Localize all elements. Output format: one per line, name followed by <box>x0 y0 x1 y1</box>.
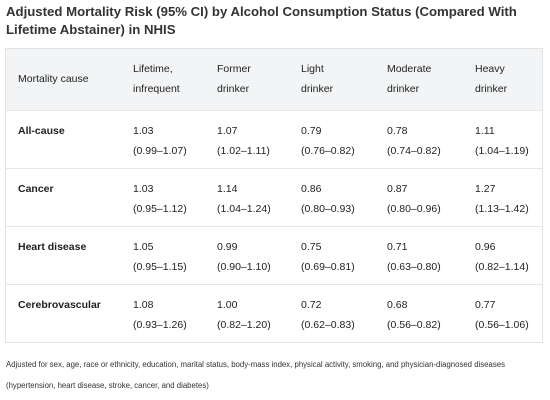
risk-ci: (0.56–0.82) <box>387 318 441 331</box>
risk-value: 1.08 <box>133 298 154 311</box>
risk-ci: (0.82–1.20) <box>217 318 271 331</box>
risk-ci: (1.13–1.42) <box>475 202 529 215</box>
column-header-line: Moderate <box>387 63 432 76</box>
column-header-line: Former <box>217 63 251 76</box>
risk-ci: (1.04–1.19) <box>475 144 529 157</box>
risk-cell: 1.27 (1.13–1.42) <box>461 168 542 226</box>
risk-ci: (0.99–1.07) <box>133 144 187 157</box>
risk-value: 0.72 <box>301 298 322 311</box>
mortality-table-container: Mortality cause Lifetime, infrequent For… <box>5 48 543 343</box>
risk-cell: 0.71 (0.63–0.80) <box>373 226 461 284</box>
column-header-line: drinker <box>217 83 250 96</box>
table-row: Heart disease 1.05 (0.95–1.15) 0.99 (0.90–… <box>6 226 542 284</box>
risk-cell: 0.86 (0.80–0.93) <box>287 168 373 226</box>
risk-cell: 1.03 (0.95–1.12) <box>119 168 203 226</box>
risk-cell: 0.72 (0.62–0.83) <box>287 284 373 342</box>
risk-cell: 1.07 (1.02–1.11) <box>203 110 287 168</box>
header-row: Mortality cause Lifetime, infrequent For… <box>6 49 542 110</box>
mortality-cause-cell: Cerebrovascular <box>18 298 101 311</box>
risk-ci: (0.95–1.12) <box>133 202 187 215</box>
risk-value: 1.14 <box>217 182 238 195</box>
column-header-line: Light <box>301 63 324 76</box>
column-header-lifetime-infrequent: Lifetime, infrequent <box>119 49 203 110</box>
column-header-moderate-drinker: Moderate drinker <box>373 49 461 110</box>
column-header-line: drinker <box>475 83 508 96</box>
table-footnote: Adjusted for sex, age, race or ethnicity… <box>6 360 505 390</box>
risk-cell: 0.99 (0.90–1.10) <box>203 226 287 284</box>
risk-value: 0.96 <box>475 240 496 253</box>
column-header-line: Heavy <box>475 63 505 76</box>
risk-cell: 0.96 (0.82–1.14) <box>461 226 542 284</box>
risk-cell: 1.11 (1.04–1.19) <box>461 110 542 168</box>
column-header-line: drinker <box>301 83 334 96</box>
column-header-heavy-drinker: Heavy drinker <box>461 49 542 110</box>
mortality-cause-cell: Heart disease <box>18 240 87 253</box>
risk-ci: (0.62–0.83) <box>301 318 355 331</box>
table-row: Cerebrovascular 1.08 (0.93–1.26) 1.00 (0.8… <box>6 284 542 342</box>
risk-value: 1.07 <box>217 124 238 137</box>
mortality-cause-cell: All-cause <box>18 124 65 137</box>
risk-ci: (0.90–1.10) <box>217 260 271 273</box>
risk-ci: (1.02–1.11) <box>217 144 270 157</box>
table-title: Adjusted Mortality Risk (95% CI) by Alco… <box>6 4 517 37</box>
risk-value: 0.86 <box>301 182 322 195</box>
risk-cell: 1.00 (0.82–1.20) <box>203 284 287 342</box>
column-header-line: Lifetime, <box>133 63 173 76</box>
risk-ci: (0.76–0.82) <box>301 144 355 157</box>
risk-cell: 1.03 (0.99–1.07) <box>119 110 203 168</box>
column-header-line: infrequent <box>133 83 180 96</box>
risk-ci: (0.74–0.82) <box>387 144 441 157</box>
column-header-former-drinker: Former drinker <box>203 49 287 110</box>
risk-value: 0.75 <box>301 240 322 253</box>
risk-value: 0.71 <box>387 240 408 253</box>
risk-cell: 0.77 (0.56–1.06) <box>461 284 542 342</box>
risk-ci: (0.69–0.81) <box>301 260 355 273</box>
table-body: All-cause 1.03 (0.99–1.07) 1.07 (1.02–1.11… <box>6 110 542 342</box>
risk-cell: 0.75 (0.69–0.81) <box>287 226 373 284</box>
risk-cell: 1.05 (0.95–1.15) <box>119 226 203 284</box>
column-header-line: Mortality cause <box>18 73 89 86</box>
table-header: Mortality cause Lifetime, infrequent For… <box>6 49 542 110</box>
risk-ci: (0.56–1.06) <box>475 318 529 331</box>
risk-ci: (0.93–1.26) <box>133 318 187 331</box>
column-header-light-drinker: Light drinker <box>287 49 373 110</box>
risk-ci: (0.82–1.14) <box>475 260 529 273</box>
risk-ci: (0.95–1.15) <box>133 260 187 273</box>
risk-ci: (0.80–0.96) <box>387 202 441 215</box>
risk-cell: 0.68 (0.56–0.82) <box>373 284 461 342</box>
risk-value: 1.03 <box>133 124 154 137</box>
risk-cell: 1.08 (0.93–1.26) <box>119 284 203 342</box>
risk-cell: 0.87 (0.80–0.96) <box>373 168 461 226</box>
risk-value: 1.27 <box>475 182 496 195</box>
risk-value: 0.87 <box>387 182 408 195</box>
risk-cell: 0.79 (0.76–0.82) <box>287 110 373 168</box>
risk-value: 1.03 <box>133 182 154 195</box>
risk-value: 0.77 <box>475 298 496 311</box>
risk-value: 0.79 <box>301 124 322 137</box>
column-header-line: drinker <box>387 83 420 96</box>
column-header-mortality-cause: Mortality cause <box>6 49 119 110</box>
risk-value: 1.05 <box>133 240 154 253</box>
risk-ci: (0.63–0.80) <box>387 260 441 273</box>
risk-value: 0.78 <box>387 124 408 137</box>
risk-value: 1.11 <box>475 124 495 137</box>
risk-ci: (0.80–0.93) <box>301 202 355 215</box>
risk-cell: 1.14 (1.04–1.24) <box>203 168 287 226</box>
mortality-risk-table: Mortality cause Lifetime, infrequent For… <box>6 49 542 342</box>
table-row: Cancer 1.03 (0.95–1.12) 1.14 (1.04–1.24) 0… <box>6 168 542 226</box>
table-row: All-cause 1.03 (0.99–1.07) 1.07 (1.02–1.11… <box>6 110 542 168</box>
risk-ci: (1.04–1.24) <box>217 202 271 215</box>
risk-value: 1.00 <box>217 298 238 311</box>
risk-cell: 0.78 (0.74–0.82) <box>373 110 461 168</box>
mortality-cause-cell: Cancer <box>18 182 54 195</box>
risk-value: 0.99 <box>217 240 238 253</box>
risk-value: 0.68 <box>387 298 408 311</box>
